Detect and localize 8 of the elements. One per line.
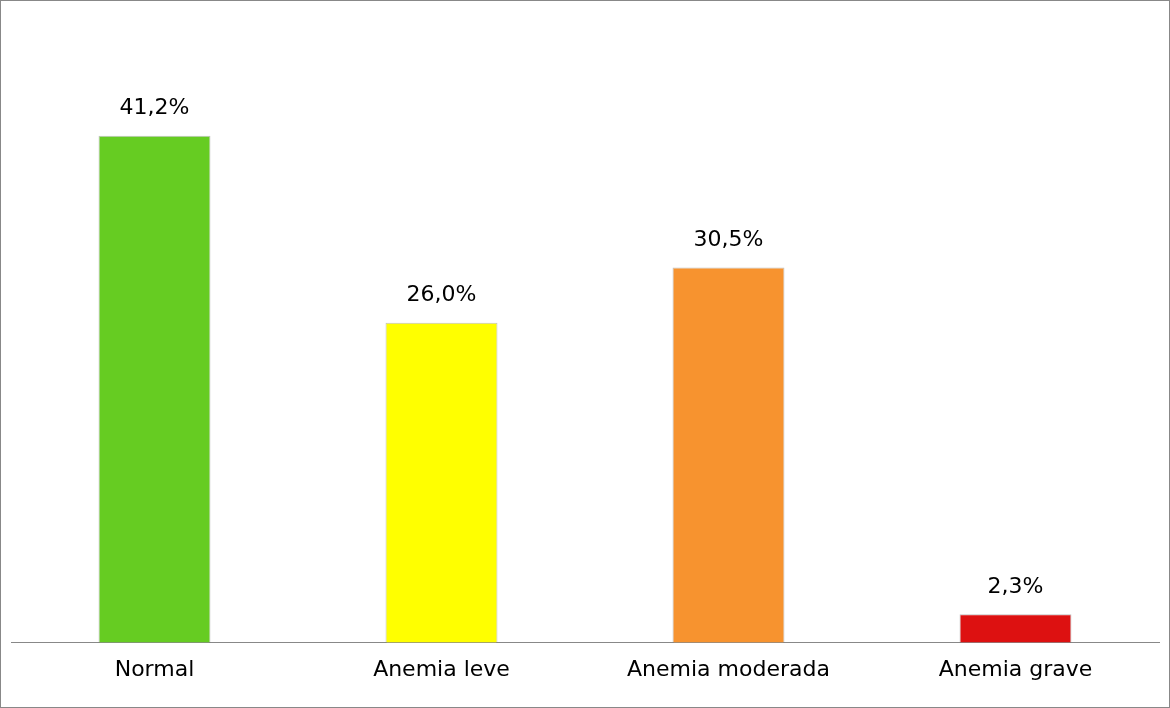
x-tick-label: Anemia grave: [938, 655, 1093, 681]
data-label: 41,2%: [119, 94, 190, 120]
data-label: 2,3%: [987, 573, 1044, 599]
data-label: 26,0%: [406, 281, 477, 307]
x-tick-label: Normal: [114, 655, 195, 681]
x-tick-label: Anemia moderada: [627, 655, 830, 681]
data-label: 30,5%: [693, 226, 764, 252]
x-tick-label: Anemia leve: [373, 655, 510, 681]
